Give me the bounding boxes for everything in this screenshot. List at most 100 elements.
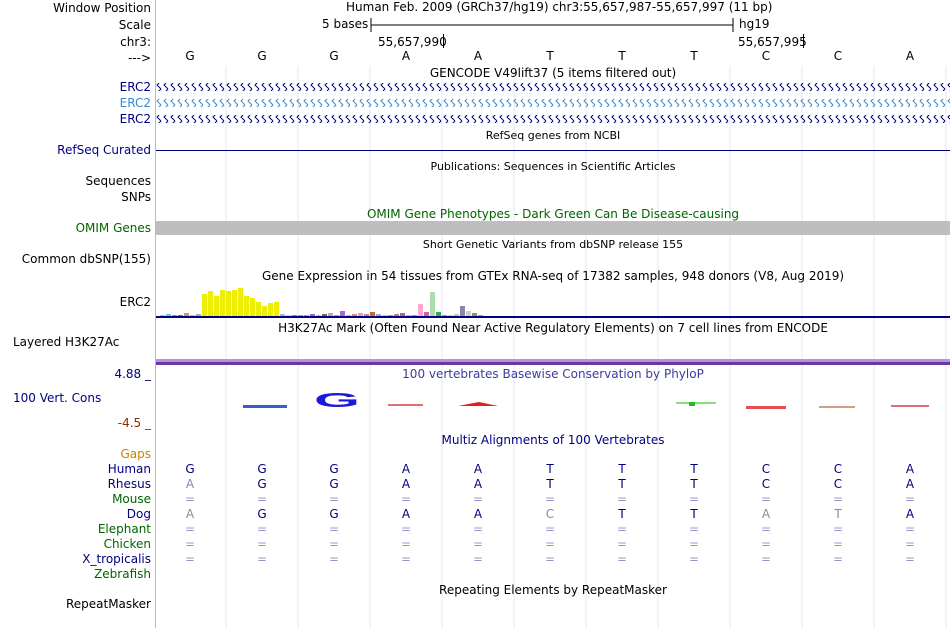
gtex-bar[interactable]	[328, 313, 333, 316]
gtex-bar[interactable]	[256, 302, 261, 316]
gtex-bar[interactable]	[184, 313, 189, 316]
gtex-bar[interactable]	[442, 315, 447, 316]
gencode-transcripts[interactable]	[156, 81, 950, 125]
gencode-label-1[interactable]: ERC2	[119, 80, 151, 94]
gtex-bar[interactable]	[160, 315, 165, 316]
gtex-bar[interactable]	[388, 315, 393, 316]
gencode-label-3[interactable]: ERC2	[119, 112, 151, 126]
multiz-base: C	[833, 477, 843, 491]
gtex-bar[interactable]	[268, 303, 273, 316]
gtex-bar[interactable]	[460, 306, 465, 316]
gtex-bar[interactable]	[352, 314, 357, 316]
species-mouse[interactable]: Mouse	[112, 492, 151, 506]
species-human[interactable]: Human	[107, 462, 151, 476]
gtex-bar[interactable]	[334, 315, 339, 316]
gtex-bar[interactable]	[364, 314, 369, 316]
gtex-bar[interactable]	[286, 315, 291, 316]
chr-label[interactable]: chr3:	[120, 35, 151, 49]
gtex-bar[interactable]	[454, 314, 459, 316]
h3k27ac-label[interactable]: Layered H3K27Ac	[13, 335, 120, 349]
gtex-bar-chart[interactable]	[156, 284, 950, 320]
gtex-bar[interactable]	[172, 315, 177, 316]
gtex-bar[interactable]	[250, 298, 255, 316]
transcript-2[interactable]	[156, 99, 950, 107]
gtex-bar[interactable]	[316, 315, 321, 316]
gtex-bar[interactable]	[196, 314, 201, 316]
window-position-label[interactable]: Window Position	[53, 1, 151, 15]
gtex-bar[interactable]	[238, 288, 243, 316]
omim-bar[interactable]	[156, 221, 950, 235]
reference-base: T	[690, 49, 698, 63]
gaps-label[interactable]: Gaps	[120, 447, 151, 461]
publications-title: Publications: Sequences in Scientific Ar…	[430, 160, 676, 173]
multiz-base: T	[690, 507, 698, 521]
gtex-bar[interactable]	[394, 314, 399, 316]
snps-label[interactable]: SNPs	[121, 190, 151, 204]
gtex-bar[interactable]	[406, 315, 411, 316]
gtex-bar[interactable]	[304, 315, 309, 316]
gtex-bar[interactable]	[472, 313, 477, 316]
gtex-bar[interactable]	[376, 314, 381, 316]
gtex-bar[interactable]	[202, 294, 207, 316]
gtex-bar[interactable]	[178, 315, 183, 316]
gtex-label[interactable]: ERC2	[119, 295, 151, 309]
h3k27ac-signal-top[interactable]	[156, 359, 950, 362]
gtex-bar[interactable]	[382, 315, 387, 316]
gtex-bar[interactable]	[340, 311, 345, 316]
repeatmasker-title: Repeating Elements by RepeatMasker	[439, 583, 667, 597]
phylop-logo[interactable]: G	[156, 390, 950, 414]
gtex-bar[interactable]	[190, 315, 195, 316]
gtex-bar[interactable]	[232, 290, 237, 316]
multiz-base: =	[904, 522, 916, 536]
gtex-bar[interactable]	[262, 306, 267, 316]
scale-text: 5 bases	[322, 17, 369, 31]
gtex-bar[interactable]	[244, 296, 249, 316]
transcript-3[interactable]	[156, 115, 950, 123]
gtex-bar[interactable]	[370, 312, 375, 316]
gtex-bar[interactable]	[436, 312, 441, 316]
gtex-bar[interactable]	[298, 315, 303, 316]
gtex-bar[interactable]	[424, 312, 429, 316]
gtex-bar[interactable]	[166, 314, 171, 316]
gtex-bar[interactable]	[430, 292, 435, 316]
gtex-bar[interactable]	[220, 290, 225, 316]
scale-label[interactable]: Scale	[118, 18, 151, 32]
gtex-bar[interactable]	[280, 314, 285, 316]
gtex-bar[interactable]	[322, 314, 327, 316]
h3k27ac-signal[interactable]	[156, 362, 950, 365]
gtex-bar[interactable]	[208, 291, 213, 316]
gtex-bar[interactable]	[448, 315, 453, 316]
multiz-base: =	[400, 552, 412, 566]
sequences-label[interactable]: Sequences	[85, 174, 151, 188]
reference-base: A	[473, 49, 483, 63]
phylop-label[interactable]: 100 Vert. Cons	[13, 391, 102, 405]
multiz-base: C	[833, 462, 843, 476]
refseq-label[interactable]: RefSeq Curated	[57, 143, 151, 157]
omim-label[interactable]: OMIM Genes	[75, 221, 151, 235]
refseq-line[interactable]	[156, 150, 950, 151]
gtex-bar[interactable]	[310, 314, 315, 316]
species-zebrafish[interactable]: Zebrafish	[94, 567, 151, 581]
repeatmasker-label[interactable]: RepeatMasker	[65, 597, 151, 611]
gtex-bar[interactable]	[214, 296, 219, 316]
gtex-bar[interactable]	[292, 315, 297, 316]
species-xtropicalis[interactable]: X_tropicalis	[82, 552, 151, 566]
dbsnp-label[interactable]: Common dbSNP(155)	[21, 252, 151, 266]
gtex-bar[interactable]	[412, 315, 417, 316]
gtex-bar[interactable]	[418, 304, 423, 316]
gtex-bar[interactable]	[346, 315, 351, 316]
multiz-base: =	[400, 492, 412, 506]
gtex-bar[interactable]	[358, 313, 363, 316]
gtex-bar[interactable]	[478, 315, 483, 316]
gtex-bar[interactable]	[274, 302, 279, 316]
species-rhesus[interactable]: Rhesus	[107, 477, 151, 491]
gtex-bar[interactable]	[400, 313, 405, 316]
gtex-bar[interactable]	[466, 311, 471, 316]
species-chicken[interactable]: Chicken	[103, 537, 151, 551]
transcript-1[interactable]	[156, 83, 950, 91]
species-dog[interactable]: Dog	[126, 507, 151, 521]
gencode-label-2[interactable]: ERC2	[119, 96, 151, 110]
gtex-bar[interactable]	[226, 291, 231, 316]
multiz-base: T	[618, 477, 626, 491]
species-elephant[interactable]: Elephant	[97, 522, 151, 536]
